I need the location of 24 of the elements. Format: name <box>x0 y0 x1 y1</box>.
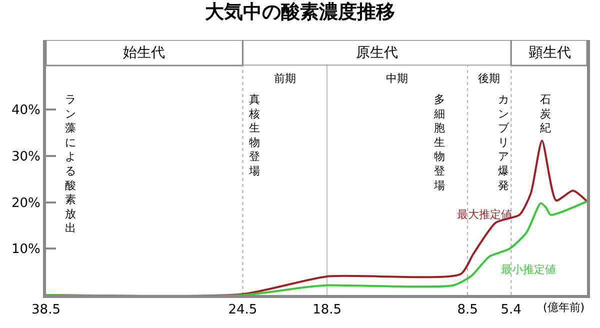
series-label: 最小推定値 <box>501 263 556 276</box>
annotation: カンブリア爆発 <box>498 93 510 192</box>
annotation: 多細胞生物登場 <box>433 93 445 192</box>
x-axis-title: (億年前) <box>543 301 585 314</box>
x-tick-label: 24.5 <box>228 302 258 318</box>
y-tick-label: 30% <box>11 149 40 164</box>
series-label: 最大推定値 <box>457 208 512 221</box>
x-tick-label: 18.5 <box>312 302 342 318</box>
band-label: 顕生代 <box>528 45 571 61</box>
x-tick-label: 8.5 <box>457 302 478 318</box>
band-label: 中期 <box>386 72 408 85</box>
chart-title: 大気中の酸素濃度推移 <box>205 1 395 24</box>
y-tick-label: 40% <box>11 103 40 118</box>
x-tick-label: 5.4 <box>500 302 522 318</box>
y-tick-label: 10% <box>11 242 40 258</box>
annotation: 真核生物登場 <box>248 93 260 178</box>
band-label: 前期 <box>274 72 296 85</box>
text: ラン藻による酸素放出 <box>65 93 76 235</box>
band-label: 始生代 <box>123 45 165 61</box>
annotation: 石炭紀 <box>540 93 551 135</box>
band-label: 後期 <box>478 72 500 85</box>
y-tick-label: 20% <box>11 196 40 211</box>
band-label: 原生代 <box>356 45 398 61</box>
x-tick-label: 38.5 <box>32 302 60 318</box>
